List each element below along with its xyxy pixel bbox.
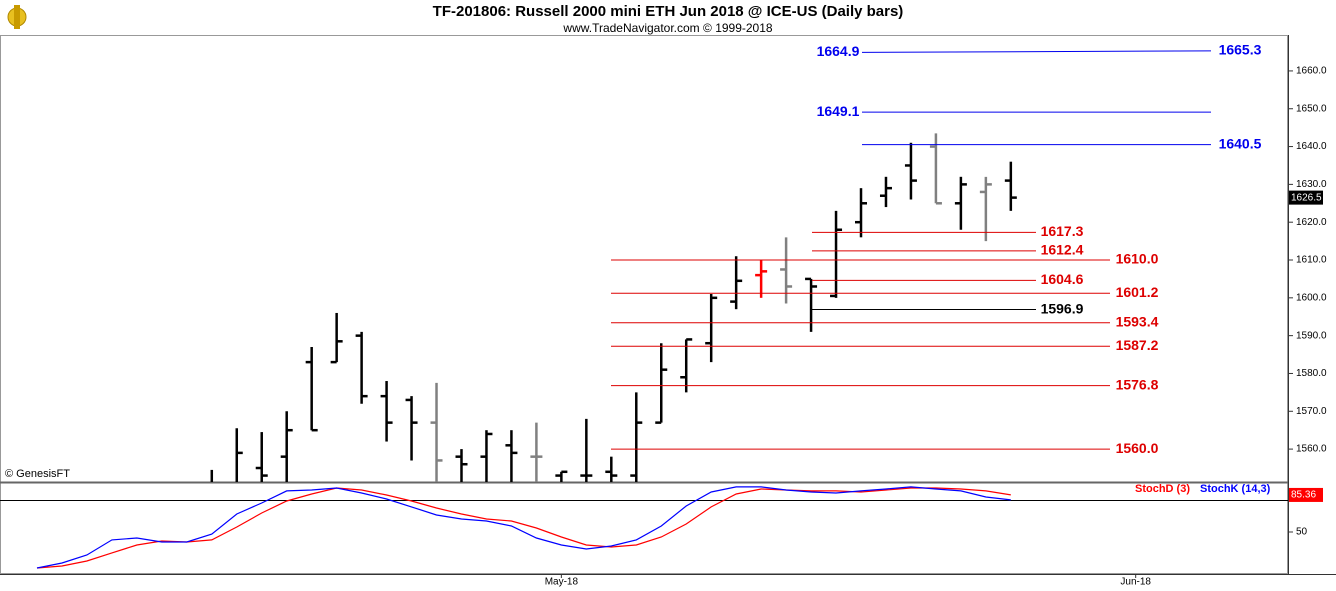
y-tick-label: 1570.0	[1296, 406, 1327, 417]
y-tick-label: 1600.0	[1296, 292, 1327, 303]
level-label: 1617.3	[1041, 223, 1084, 239]
watermark: © GenesisFT	[5, 468, 70, 480]
level-label: 1587.2	[1116, 337, 1159, 353]
y-tick-label: 50	[1296, 527, 1308, 538]
y-tick-label: 1610.0	[1296, 255, 1327, 266]
level-label: 1610.0	[1116, 251, 1159, 267]
level-label: 1596.9	[1041, 300, 1084, 316]
y-tick-label: 1620.0	[1296, 217, 1327, 228]
level-label: 1576.8	[1116, 376, 1159, 392]
last-price-label: 1626.5	[1291, 192, 1322, 203]
level-label: 1640.5	[1219, 135, 1262, 151]
last-value-label: 85.36	[1291, 490, 1316, 501]
level-label: 1664.9	[817, 43, 860, 59]
level-label: 1593.4	[1116, 313, 1159, 329]
stoch-line	[36, 486, 1011, 569]
y-tick-label: 1630.0	[1296, 179, 1327, 190]
level-label: 1601.2	[1116, 284, 1159, 300]
last-price-box	[1289, 190, 1323, 205]
y-tick-label: 1650.0	[1296, 103, 1327, 114]
chart-subtitle: www.TradeNavigator.com © 1999-2018	[562, 21, 772, 35]
x-tick-label: Jun-18	[1120, 577, 1151, 588]
last-value-box	[1289, 487, 1323, 502]
price-panel	[210, 133, 1017, 482]
plot-frame	[0, 35, 1288, 574]
level-label: 1560.0	[1116, 440, 1159, 456]
y-tick-label: 1640.0	[1296, 141, 1327, 152]
logo	[7, 5, 27, 29]
y-tick-label: 1560.0	[1296, 444, 1327, 455]
level-label: 1665.3	[1219, 42, 1262, 58]
x-tick-label: May-18	[545, 577, 579, 588]
level-label: 1612.4	[1041, 242, 1084, 258]
chart-title: TF-201806: Russell 2000 mini ETH Jun 201…	[433, 3, 904, 20]
level-label: 1604.6	[1041, 271, 1084, 287]
y-tick-label: 1660.0	[1296, 66, 1327, 77]
y-tick-label: 1590.0	[1296, 330, 1327, 341]
level-line	[861, 50, 1212, 53]
y-tick-label: 1580.0	[1296, 368, 1327, 379]
legend-label: StochD (3)	[1135, 483, 1190, 495]
level-label: 1649.1	[817, 103, 860, 119]
legend-label: StochK (14,3)	[1200, 483, 1271, 495]
